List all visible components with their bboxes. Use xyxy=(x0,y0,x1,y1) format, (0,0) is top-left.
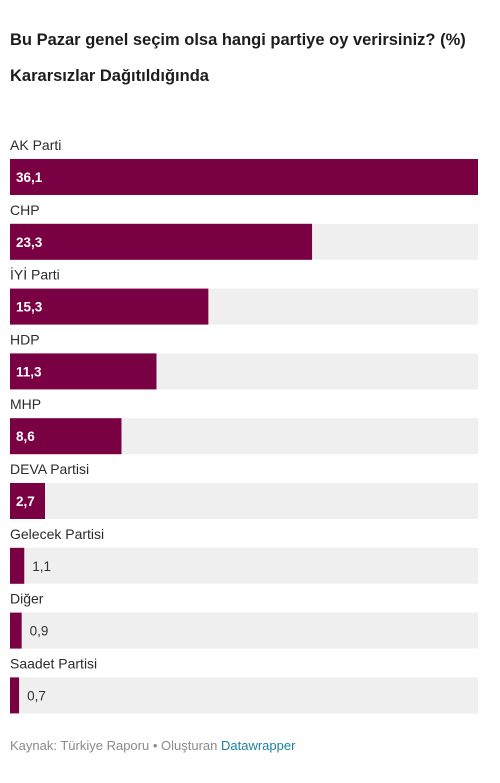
source-label: Kaynak: Türkiye Raporu • Oluşturan xyxy=(10,738,218,753)
value-label: 23,3 xyxy=(16,235,43,250)
bar-track xyxy=(10,612,478,649)
category-label: İYİ Parti xyxy=(10,266,60,283)
bar xyxy=(10,418,122,455)
bar xyxy=(10,612,22,649)
value-label: 1,1 xyxy=(32,559,51,574)
value-label: 15,3 xyxy=(16,300,43,315)
value-label: 0,9 xyxy=(30,624,49,639)
chart-footer: Kaynak: Türkiye Raporu • Oluşturan Dataw… xyxy=(10,738,295,753)
bar xyxy=(10,547,25,584)
bar xyxy=(10,353,157,390)
value-label: 36,1 xyxy=(16,170,43,185)
category-label: Saadet Partisi xyxy=(10,655,97,671)
bar-track xyxy=(10,547,478,584)
bar xyxy=(10,159,478,195)
category-label: CHP xyxy=(10,202,40,218)
category-label: MHP xyxy=(10,396,41,412)
bar xyxy=(10,677,20,714)
bar xyxy=(10,223,313,260)
bar-chart: AK Parti 36,1 CHP 23,3 İYİ Parti 15,3 HDP 11,3 M… xyxy=(10,137,478,714)
datawrapper-link[interactable]: Datawrapper xyxy=(220,738,296,753)
chart-title: Bu Pazar genel seçim olsa hangi partiye … xyxy=(10,31,466,49)
bar xyxy=(10,288,209,325)
bar-track xyxy=(10,483,478,519)
value-label: 2,7 xyxy=(16,494,35,509)
category-label: Diğer xyxy=(10,591,44,607)
value-label: 11,3 xyxy=(16,364,42,379)
value-label: 0,7 xyxy=(27,688,46,703)
value-label: 8,6 xyxy=(16,429,35,444)
bar-track xyxy=(10,677,478,714)
chart-subtitle: Kararsızlar Dağıtıldığında xyxy=(10,67,209,85)
category-label: AK Parti xyxy=(10,137,61,153)
bar xyxy=(10,483,46,519)
category-label: HDP xyxy=(10,331,40,347)
category-label: DEVA Partisi xyxy=(10,461,89,477)
category-label: Gelecek Partisi xyxy=(10,526,104,542)
